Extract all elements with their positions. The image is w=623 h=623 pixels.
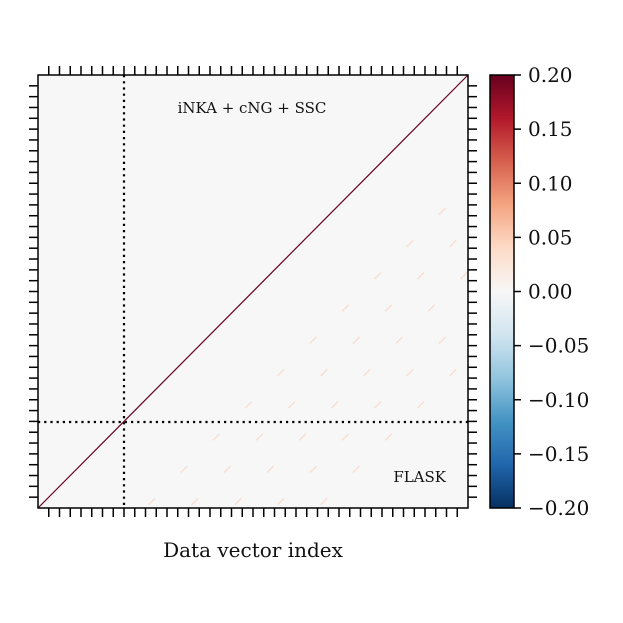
offdiagonal-streak: [352, 465, 360, 473]
offdiagonal-streak: [341, 304, 350, 312]
colorbar-tick-label: 0.15: [528, 117, 573, 141]
offdiagonal-streak: [309, 465, 317, 473]
offdiagonal-streak: [266, 465, 274, 473]
offdiagonal-streak: [180, 465, 188, 473]
offdiagonal-streak: [341, 433, 350, 441]
offdiagonal-streak: [449, 239, 457, 248]
colorbar: 0.20 0.15 0.10 0.05 0.00 −0.05 −0.10 −0.15 −0.20: [489, 63, 589, 520]
colorbar-tick-label: −0.15: [528, 442, 589, 466]
offdiagonal-streak: [277, 497, 285, 506]
colorbar-tick-label: −0.20: [528, 496, 589, 520]
offdiagonal-streak: [212, 433, 221, 441]
offdiagonal-streak: [223, 465, 231, 473]
offdiagonal-streak: [320, 497, 328, 506]
offdiagonal-streak: [427, 304, 436, 312]
offdiagonal-streak: [148, 497, 156, 506]
x-axis-label: Data vector index: [163, 538, 344, 562]
colorbar-tick-label: 0.20: [528, 63, 573, 87]
offdiagonal-streak: [191, 497, 199, 506]
colorbar-tick-label: −0.10: [528, 388, 589, 412]
offdiagonal-streak: [277, 368, 285, 377]
offdiagonal-streak: [331, 401, 339, 409]
offdiagonal-streak: [298, 433, 307, 441]
offdiagonal-streak: [417, 401, 425, 409]
offdiagonal-streak: [395, 336, 403, 344]
offdiagonal-streak: [374, 272, 382, 280]
block-dividers: [38, 75, 468, 508]
offdiagonal-streak: [363, 368, 371, 377]
offdiagonal-streak: [384, 304, 393, 312]
offdiagonal-streak: [438, 207, 446, 215]
offdiagonal-streak: [309, 336, 317, 344]
offdiagonal-streak: [245, 401, 253, 409]
offdiagonal-streak: [417, 272, 425, 280]
offdiagonal-streak: [438, 336, 446, 344]
heatmap-diagonal: [37, 74, 469, 509]
offdiagonal-streak: [384, 433, 393, 441]
offdiagonal-streak: [460, 272, 468, 280]
colorbar-tick-label: 0.05: [528, 225, 573, 249]
offdiagonal-streak: [406, 368, 414, 377]
offdiagonal-streak: [288, 401, 296, 409]
colorbar-bar: [489, 74, 515, 509]
offdiagonal-streak: [255, 433, 264, 441]
offdiagonal-streak: [449, 368, 457, 377]
axes: [29, 66, 477, 517]
lower-triangle-annotation: FLASK: [393, 468, 446, 486]
colorbar-tick-label: 0.10: [528, 171, 573, 195]
colorbar-tick-label: 0.00: [528, 280, 573, 304]
heatmap-matrix: [37, 74, 469, 509]
offdiagonal-streak: [320, 368, 328, 377]
offdiagonal-streak: [374, 401, 382, 409]
upper-triangle-annotation: iNKA + cNG + SSC: [178, 99, 327, 117]
offdiagonal-streak: [234, 497, 242, 506]
colorbar-tick-label: −0.05: [528, 334, 589, 358]
offdiagonal-streak: [406, 239, 414, 248]
offdiagonal-streak: [352, 336, 360, 344]
